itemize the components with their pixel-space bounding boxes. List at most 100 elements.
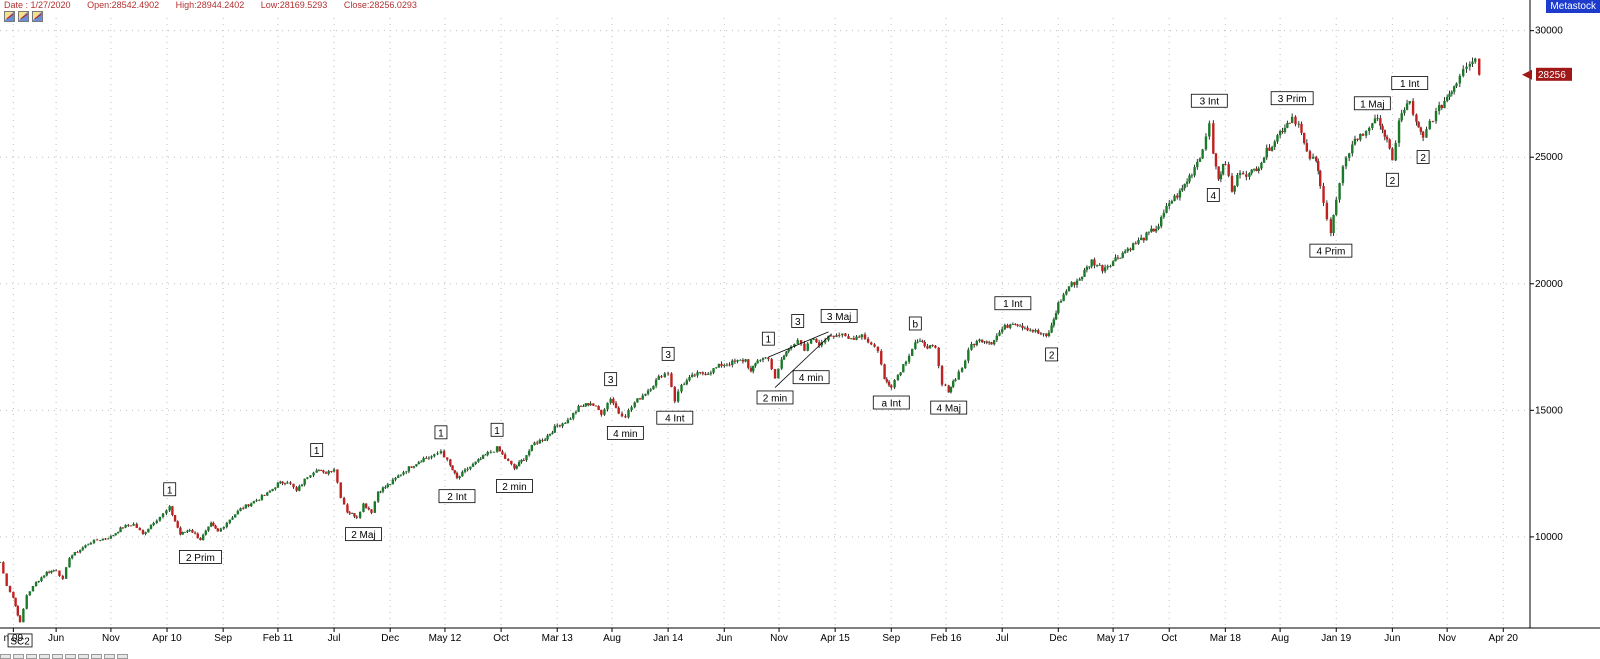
- x-tick-label: Dec: [381, 633, 399, 644]
- candle-body: [657, 376, 660, 380]
- candle-body: [99, 540, 102, 542]
- candle-body: [1188, 175, 1191, 182]
- candle-body: [439, 451, 443, 454]
- candle-body: [225, 522, 229, 528]
- candle-body: [376, 491, 380, 502]
- chart-tool-icon[interactable]: [4, 11, 15, 22]
- candle-body: [463, 469, 467, 472]
- candle-body: [1181, 188, 1184, 191]
- x-tick-label: Mar 13: [542, 633, 574, 644]
- candle-body: [332, 469, 336, 472]
- candle-body: [507, 458, 510, 461]
- candle-body: [530, 445, 534, 451]
- candle-body: [1152, 228, 1155, 232]
- bottom-tab[interactable]: [13, 654, 24, 659]
- x-tick-label: Oct: [1161, 633, 1177, 644]
- candle-body: [255, 500, 258, 502]
- candle-body: [1388, 139, 1391, 149]
- candle-body: [84, 545, 87, 548]
- candle-body: [548, 433, 552, 436]
- wave-label: 3 Maj: [820, 308, 858, 323]
- info-date: Date : 1/27/2020: [4, 0, 71, 10]
- candle-body: [1080, 276, 1084, 280]
- bottom-tab[interactable]: [91, 654, 102, 659]
- candle-body: [749, 367, 753, 372]
- x-tick-label: Jul: [996, 633, 1009, 644]
- candle-body: [1268, 147, 1271, 151]
- candle-body: [346, 504, 349, 513]
- candle-body: [525, 455, 528, 461]
- candle-body: [1434, 111, 1438, 122]
- bottom-tab[interactable]: [104, 654, 115, 659]
- candle-body: [427, 457, 431, 459]
- candle-body: [1000, 329, 1004, 333]
- candle-body: [92, 539, 96, 543]
- bottom-tab[interactable]: [78, 654, 89, 659]
- candle-body: [286, 482, 289, 484]
- candle-body: [1411, 101, 1415, 115]
- candle-body: [1147, 231, 1151, 233]
- candle-body: [954, 379, 957, 382]
- candle-body: [1139, 237, 1143, 241]
- candle-body: [1455, 83, 1458, 87]
- candle-body: [388, 484, 392, 486]
- wave-label: 3: [604, 372, 618, 386]
- candle-body: [1325, 202, 1329, 220]
- candle-body: [809, 339, 813, 344]
- candle-body: [384, 486, 387, 488]
- candle-body: [682, 384, 686, 386]
- candle-body: [1353, 138, 1357, 145]
- candle-body: [584, 403, 588, 407]
- candle-body: [940, 366, 944, 385]
- candle-body: [342, 497, 346, 505]
- candle-body: [1385, 136, 1389, 140]
- candle-body: [761, 358, 765, 360]
- candle-body: [1052, 319, 1056, 326]
- candle-body: [129, 525, 133, 527]
- candle-body: [1026, 327, 1029, 331]
- candle-body: [228, 519, 232, 523]
- candle-body: [317, 470, 321, 471]
- candle-body: [1250, 169, 1253, 174]
- candle-body: [707, 373, 710, 375]
- candle-body: [1278, 131, 1282, 136]
- candle-body: [324, 472, 328, 474]
- candle-body: [1045, 333, 1048, 336]
- wave-label: 2 Int: [438, 489, 476, 503]
- candle-body: [362, 503, 365, 512]
- wave-label-box: [656, 410, 694, 425]
- x-tick-label: Feb 16: [930, 633, 962, 644]
- wave-label: SC2: [7, 633, 33, 647]
- candle-body: [951, 381, 955, 387]
- candle-body: [1248, 173, 1251, 177]
- x-tick-label: Jun: [716, 633, 732, 644]
- bottom-tab[interactable]: [65, 654, 76, 659]
- candle-body: [1217, 166, 1220, 180]
- candle-body: [412, 466, 416, 468]
- bottom-tab[interactable]: [52, 654, 63, 659]
- candle-body: [1009, 324, 1012, 328]
- candle-body: [449, 459, 452, 466]
- bottom-tab[interactable]: [117, 654, 128, 659]
- candle-body: [445, 457, 449, 460]
- last-close-label: 28256: [1538, 70, 1566, 81]
- candle-body: [594, 405, 598, 407]
- chart-tool-icon[interactable]: [18, 11, 29, 22]
- candle-body: [1157, 226, 1160, 229]
- candle-body: [1397, 120, 1401, 144]
- candle-body: [717, 363, 721, 368]
- candle-body: [649, 389, 652, 391]
- candle-body: [1134, 243, 1138, 245]
- wave-label: 4 Prim: [1309, 243, 1353, 258]
- candle-body: [829, 335, 833, 337]
- candle-body: [1376, 118, 1379, 119]
- bottom-tab[interactable]: [0, 654, 11, 659]
- chart-tool-icon[interactable]: [32, 11, 43, 22]
- bottom-tab[interactable]: [39, 654, 50, 659]
- candle-body: [934, 345, 937, 348]
- candle-body: [364, 503, 368, 508]
- bottom-tab[interactable]: [26, 654, 37, 659]
- candle-body: [1317, 161, 1320, 171]
- wave-label-box: [1270, 91, 1314, 106]
